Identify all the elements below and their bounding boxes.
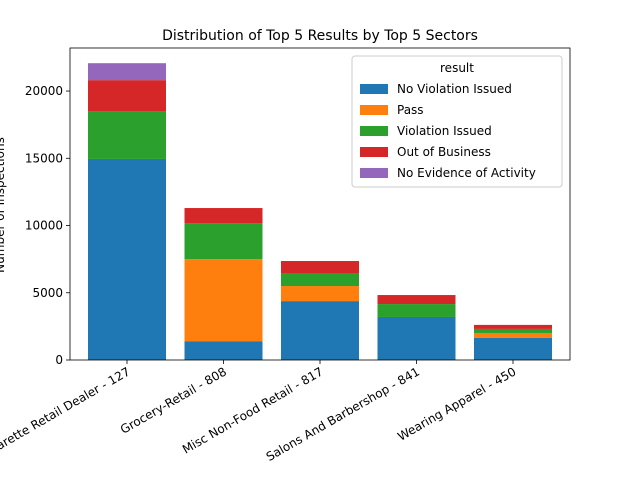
- legend-box: [351, 55, 563, 188]
- y-axis-label: Number of Inspections: [0, 137, 7, 273]
- bar-segment: [474, 324, 552, 329]
- bar-segment: [281, 261, 359, 273]
- legend-label: Violation Issued: [397, 124, 492, 138]
- bar-segment: [377, 295, 456, 305]
- y-tick-label: 20000: [25, 84, 63, 98]
- legend-swatch: [360, 147, 388, 157]
- bar-segment: [377, 304, 456, 317]
- y-tick-label: 10000: [25, 219, 63, 233]
- y-tick-label: 15000: [25, 151, 63, 165]
- y-tick-label: 5000: [32, 286, 63, 300]
- chart-title: Distribution of Top 5 Results by Top 5 S…: [162, 28, 478, 44]
- bar-segment: [281, 272, 359, 287]
- legend-label: Pass: [397, 103, 424, 117]
- y-tick-label: 0: [55, 353, 63, 367]
- bar-segment: [474, 337, 552, 360]
- legend-title: result: [440, 61, 474, 75]
- x-tick-label: Salons And Barbershop - 841: [264, 364, 422, 463]
- bar-segment: [474, 332, 552, 338]
- legend-label: No Violation Issued: [397, 82, 512, 96]
- bar-segment: [184, 341, 263, 360]
- bar-segment: [281, 301, 359, 360]
- legend-swatch: [360, 126, 388, 136]
- bar-segment: [474, 328, 552, 333]
- legend-swatch: [360, 168, 388, 178]
- bar-segment: [88, 158, 166, 360]
- bar-segment: [281, 286, 359, 302]
- bar-segment: [88, 63, 166, 81]
- bar-segment: [184, 259, 263, 342]
- bar-segment: [377, 316, 456, 360]
- legend-label: No Evidence of Activity: [397, 166, 536, 180]
- bar-segment: [88, 111, 166, 159]
- bar-segment: [184, 223, 263, 260]
- legend: result No Violation Issued Pass Violation I…: [351, 55, 563, 188]
- bar-segment: [88, 80, 166, 112]
- legend-label: Out of Business: [397, 145, 491, 159]
- bar-segment: [184, 208, 263, 224]
- legend-swatch: [360, 105, 388, 115]
- legend-swatch: [360, 84, 388, 94]
- x-tick-label: Cigarette Retail Dealer - 127: [0, 364, 133, 462]
